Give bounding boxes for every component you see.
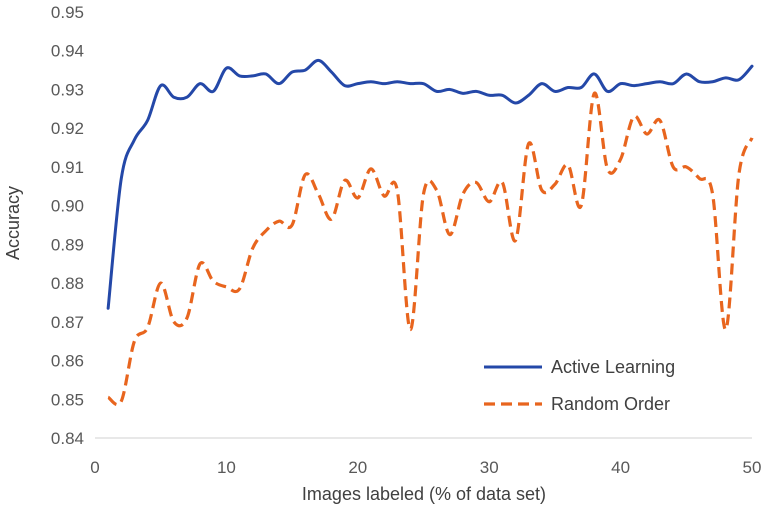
y-tick-label: 0.91 (51, 158, 84, 177)
y-tick-label: 0.84 (51, 429, 84, 448)
y-tick-labels: 0.84 0.85 0.86 0.87 0.88 0.89 0.90 0.91 0.92 0.93… (51, 3, 84, 448)
x-tick-label: 20 (348, 458, 367, 477)
y-tick-label: 0.93 (51, 80, 84, 99)
series-line-active-learning (106, 58, 754, 310)
y-tick-label: 0.86 (51, 352, 84, 371)
y-tick-label: 0.90 (51, 197, 84, 216)
x-tick-labels: 0 10 20 30 40 50 (90, 458, 761, 477)
x-axis-title: Images labeled (% of data set) (302, 484, 546, 504)
y-tick-label: 0.87 (51, 313, 84, 332)
y-tick-label: 0.94 (51, 42, 84, 61)
y-tick-label: 0.95 (51, 3, 84, 22)
y-tick-label: 0.89 (51, 235, 84, 254)
legend-label-random-order: Random Order (551, 394, 670, 414)
x-tick-label: 30 (480, 458, 499, 477)
y-tick-label: 0.88 (51, 274, 84, 293)
series-line-random-order (107, 91, 754, 407)
y-axis-title: Accuracy (3, 186, 23, 260)
y-tick-label: 0.85 (51, 390, 84, 409)
x-tick-label: 10 (217, 458, 236, 477)
legend: Active Learning Random Order (484, 357, 675, 414)
legend-label-active-learning: Active Learning (551, 357, 675, 377)
x-tick-label: 0 (90, 458, 99, 477)
series-lines (106, 58, 754, 407)
x-tick-label: 40 (611, 458, 630, 477)
x-tick-label: 50 (743, 458, 762, 477)
y-tick-label: 0.92 (51, 119, 84, 138)
